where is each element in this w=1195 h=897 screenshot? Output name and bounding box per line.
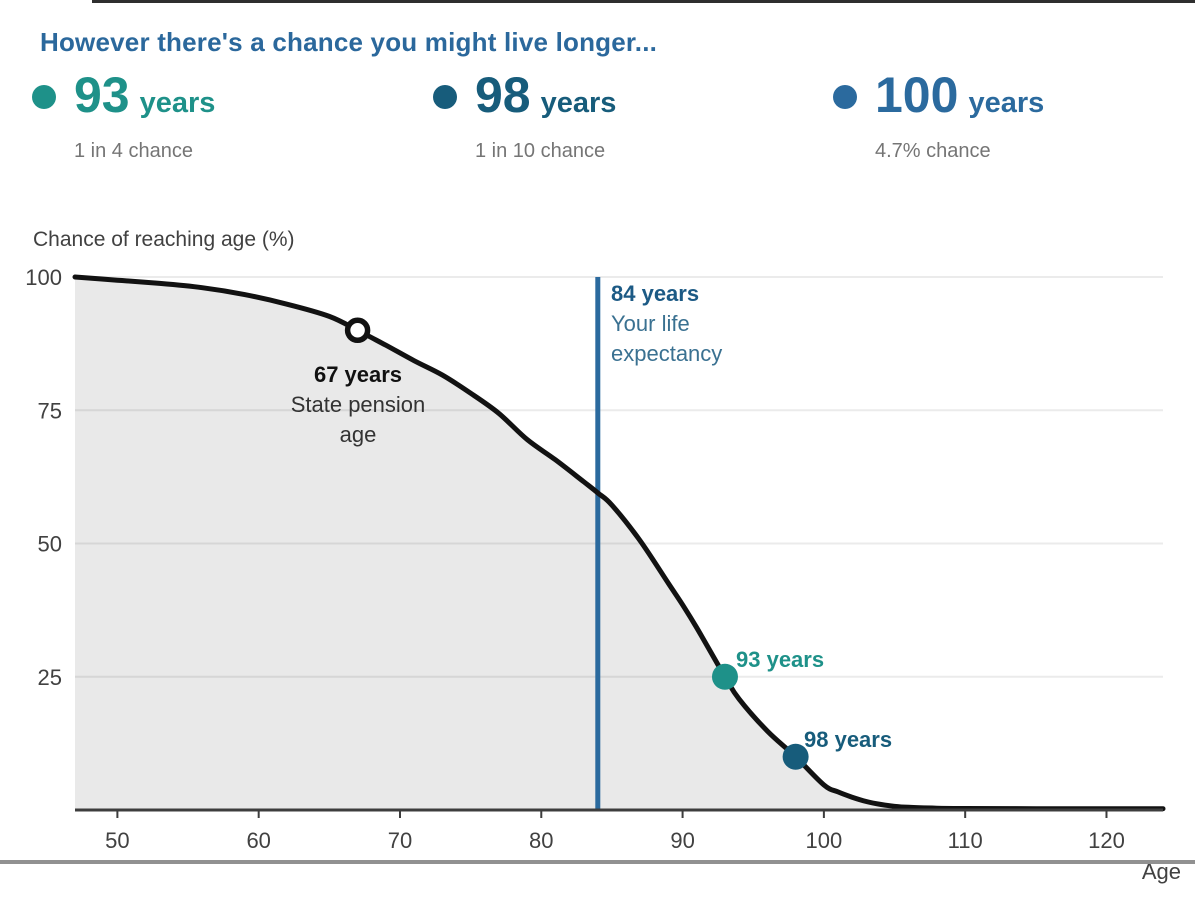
callout-100-years: 100 years 4.7% chance: [833, 70, 1044, 163]
x-axis: [75, 808, 1163, 818]
teal-dot-icon: [32, 85, 56, 109]
area-under-curve: [75, 277, 1163, 810]
callout-unit: years: [968, 87, 1045, 119]
annotation-life-expectancy: 84 years Your life expectancy: [611, 279, 733, 369]
y-tick-label-75: 75: [38, 398, 62, 423]
callout-unit: years: [540, 87, 617, 119]
callout-98-years: 98 years 1 in 10 chance: [433, 70, 616, 163]
marker-93-years: [711, 663, 738, 690]
x-tick-label-50: 50: [105, 828, 129, 853]
x-tick-label-80: 80: [529, 828, 553, 853]
callout-93-years: 93 years 1 in 4 chance: [32, 70, 215, 163]
callout-value: 93: [74, 67, 130, 123]
marker-67-years-open: [344, 317, 371, 344]
callout-value: 98: [475, 67, 531, 123]
page-title: However there's a chance you might live …: [40, 27, 658, 58]
x-tick-label-90: 90: [670, 828, 694, 853]
annotation-label: 67 years: [313, 362, 403, 387]
chart-y-axis-title: Chance of reaching age (%): [33, 228, 295, 251]
annotation-93-years: 93 years: [736, 647, 825, 672]
blue-dot-icon: [833, 85, 857, 109]
x-tick-labels: 50 60 70 80 90 100 110 120: [105, 828, 1125, 853]
top-border-rule: [92, 0, 1195, 3]
gridlines-overlay: [75, 276, 1163, 678]
y-tick-label-50: 50: [38, 532, 62, 557]
callout-caption: 1 in 10 chance: [475, 140, 606, 162]
y-tick-labels: 100 75 50 25: [25, 265, 62, 690]
callout-unit: years: [139, 87, 216, 119]
survival-curve-line: [72, 274, 1166, 812]
callout-value: 100: [875, 67, 959, 123]
annotation-98-years: 98 years: [804, 727, 893, 752]
y-tick-label-100: 100: [25, 265, 62, 290]
callout-caption: 4.7% chance: [875, 140, 991, 162]
x-tick-label-120: 120: [1088, 828, 1125, 853]
marker-98-years: [782, 743, 809, 770]
x-tick-label-100: 100: [806, 828, 843, 853]
dark-blue-dot-icon: [433, 85, 457, 109]
annotation-sublabel: Your life expectancy: [611, 311, 723, 366]
annotation-sublabel: State pension age: [290, 392, 426, 447]
x-tick-label-110: 110: [948, 828, 983, 853]
annotation-label: 84 years: [611, 281, 700, 306]
x-tick-label-70: 70: [388, 828, 412, 853]
callout-caption: 1 in 4 chance: [74, 140, 193, 162]
x-tick-label-60: 60: [246, 828, 270, 853]
bottom-divider-bar: [0, 860, 1195, 864]
y-tick-label-25: 25: [38, 665, 62, 690]
annotation-state-pension-age: 67 years State pension age: [273, 360, 443, 450]
